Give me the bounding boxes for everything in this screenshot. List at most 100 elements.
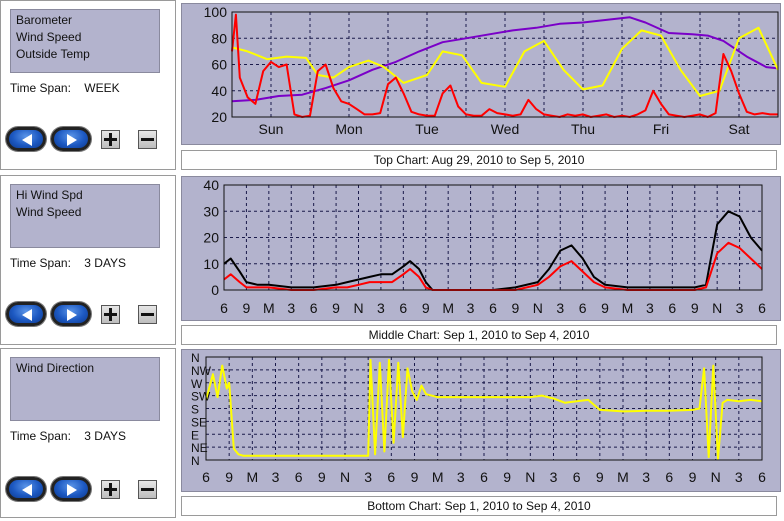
series-item[interactable]: Wind Speed <box>16 30 82 44</box>
zoom-out-button[interactable] <box>138 305 157 324</box>
x-tick-label: 3 <box>550 469 558 485</box>
zoom-in-button[interactable] <box>101 305 120 324</box>
series-item[interactable]: Hi Wind Spd <box>16 188 83 202</box>
back-arrow-icon <box>22 484 32 496</box>
x-tick-label: 9 <box>243 300 251 316</box>
x-tick-label: M <box>442 300 454 316</box>
time-span: Time Span: WEEK <box>10 81 120 95</box>
x-tick-label: Sun <box>259 121 284 137</box>
top-chart-plot: 20 40 60 80 100 Sun Mon Tue Wed Thu Fri Sat <box>204 4 779 137</box>
time-span-value: WEEK <box>84 81 120 95</box>
zoom-out-button[interactable] <box>138 130 157 149</box>
minus-icon <box>141 313 154 316</box>
x-tick-label: Thu <box>571 121 595 137</box>
forward-button[interactable] <box>51 127 91 151</box>
x-tick-label: 6 <box>573 469 581 485</box>
series-list[interactable]: Wind Direction <box>10 357 160 421</box>
zoom-in-button[interactable] <box>101 480 120 499</box>
y-tick-label: 20 <box>203 230 219 246</box>
y-tick-label: W <box>191 377 203 391</box>
y-tick-label: NW <box>191 364 212 378</box>
y-tick-label: SW <box>191 390 211 404</box>
x-tick-label: Wed <box>491 121 520 137</box>
back-button[interactable] <box>6 477 46 501</box>
x-tick-label: 6 <box>202 469 210 485</box>
time-span-value: 3 DAYS <box>84 429 127 443</box>
x-tick-label: 6 <box>295 469 303 485</box>
x-tick-label: N <box>525 469 535 485</box>
y-tick-label: 40 <box>211 83 227 99</box>
y-tick-label: 10 <box>203 256 219 272</box>
plus-icon <box>104 483 117 496</box>
x-tick-label: 6 <box>668 300 676 316</box>
time-span-label: Time Span: <box>10 81 71 95</box>
y-tick-label: 30 <box>203 203 219 219</box>
x-tick-label: 9 <box>601 300 609 316</box>
zoom-in-button[interactable] <box>101 130 120 149</box>
x-tick-label: 9 <box>512 300 520 316</box>
forward-arrow-icon <box>67 134 77 146</box>
x-tick-label: 3 <box>377 300 385 316</box>
series-list[interactable]: Hi Wind Spd Wind Speed <box>10 184 160 248</box>
x-tick-label: 9 <box>422 300 430 316</box>
bottom-chart[interactable]: N NW W SW S SE E NE N 6 9 M 3 6 9 N 3 6 9 M 3 6 9 N 3 6 9 M 3 6 9 N 3 6 <box>181 349 781 492</box>
y-tick-label: NE <box>191 441 208 455</box>
y-tick-label: 40 <box>203 177 219 193</box>
series-line <box>231 13 778 118</box>
series-item[interactable]: Wind Speed <box>16 205 82 219</box>
y-tick-label: N <box>191 351 200 365</box>
plus-icon <box>104 308 117 321</box>
back-button[interactable] <box>6 127 46 151</box>
x-tick-label: Tue <box>415 121 439 137</box>
top-chart[interactable]: 20 40 60 80 100 Sun Mon Tue Wed Thu Fri Sat <box>181 3 781 145</box>
y-tick-label: E <box>191 428 199 442</box>
plot-frame <box>231 11 779 118</box>
time-span: Time Span: 3 DAYS <box>10 429 126 443</box>
y-tick-label: 0 <box>211 282 219 298</box>
series-item[interactable]: Outside Temp <box>16 47 90 61</box>
plot-frame <box>223 184 763 291</box>
x-tick-label: 9 <box>503 469 511 485</box>
x-tick-label: 6 <box>489 300 497 316</box>
x-tick-label: 3 <box>556 300 564 316</box>
series-item[interactable]: Barometer <box>16 13 73 27</box>
time-span-label: Time Span: <box>10 429 71 443</box>
x-tick-label: M <box>263 300 275 316</box>
back-arrow-icon <box>22 134 32 146</box>
time-span: Time Span: 3 DAYS <box>10 256 126 270</box>
x-tick-label: 6 <box>665 469 673 485</box>
x-tick-label: 6 <box>220 300 228 316</box>
series-list[interactable]: Barometer Wind Speed Outside Temp <box>10 9 160 73</box>
x-tick-label: 6 <box>399 300 407 316</box>
x-tick-label: 6 <box>310 300 318 316</box>
x-tick-label: 9 <box>225 469 233 485</box>
x-tick-label: 6 <box>480 469 488 485</box>
time-span-value: 3 DAYS <box>84 256 127 270</box>
y-tick-label: S <box>191 403 199 417</box>
y-tick-label: 80 <box>211 30 227 46</box>
middle-chart[interactable]: 0 10 20 30 40 6 9 M 3 6 9 N 3 6 9 M 3 6 9 N 3 6 9 M 3 6 9 N 3 6 <box>181 176 781 321</box>
bottom-chart-caption: Bottom Chart: Sep 1, 2010 to Sep 4, 2010 <box>181 496 777 516</box>
series-line <box>205 358 763 460</box>
x-tick-label: 3 <box>272 469 280 485</box>
x-tick-label: 6 <box>758 300 766 316</box>
forward-arrow-icon <box>67 484 77 496</box>
series-line <box>231 26 779 97</box>
x-tick-label: N <box>533 300 543 316</box>
x-tick-label: 3 <box>646 300 654 316</box>
back-button[interactable] <box>6 302 46 326</box>
series-item[interactable]: Wind Direction <box>16 361 95 375</box>
zoom-out-button[interactable] <box>138 480 157 499</box>
top-controls-panel: Barometer Wind Speed Outside Temp Time S… <box>0 0 176 170</box>
forward-button[interactable] <box>51 477 91 501</box>
x-tick-label: N <box>353 300 363 316</box>
x-tick-label: 9 <box>318 469 326 485</box>
x-tick-label: 3 <box>364 469 372 485</box>
y-tick-label: 100 <box>204 4 228 20</box>
x-tick-label: M <box>246 469 258 485</box>
x-tick-label: Sat <box>728 121 749 137</box>
y-tick-label: 20 <box>211 109 227 125</box>
x-tick-label: N <box>712 300 722 316</box>
forward-button[interactable] <box>51 302 91 326</box>
